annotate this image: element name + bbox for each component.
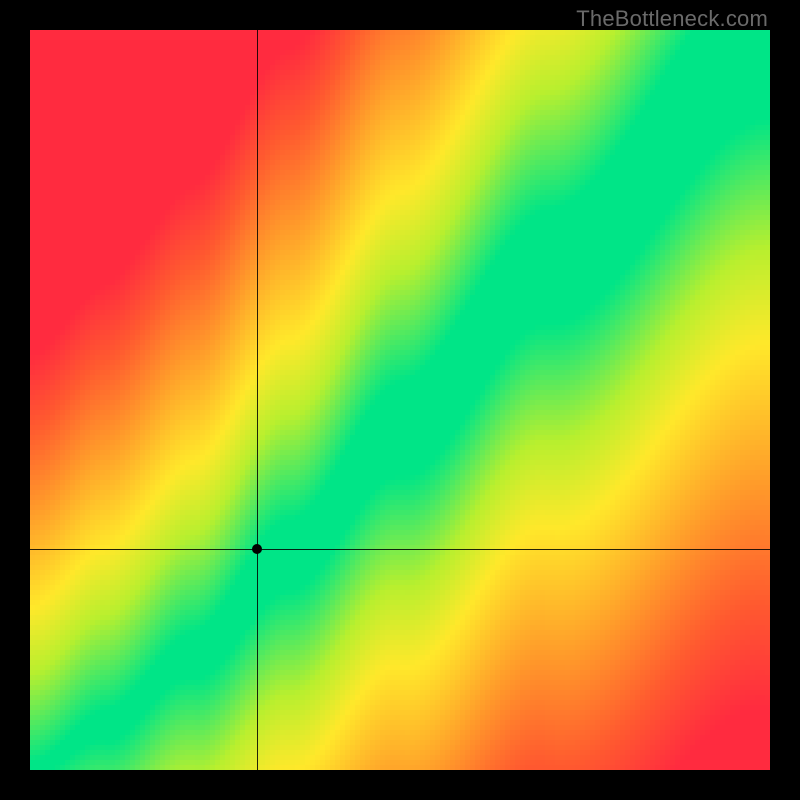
crosshair-vertical xyxy=(257,30,258,770)
selection-marker xyxy=(252,544,262,554)
chart-frame: TheBottleneck.com xyxy=(0,0,800,800)
bottleneck-heatmap xyxy=(30,30,770,770)
plot-area xyxy=(30,30,770,770)
crosshair-horizontal xyxy=(30,549,770,550)
watermark-text: TheBottleneck.com xyxy=(576,6,768,32)
